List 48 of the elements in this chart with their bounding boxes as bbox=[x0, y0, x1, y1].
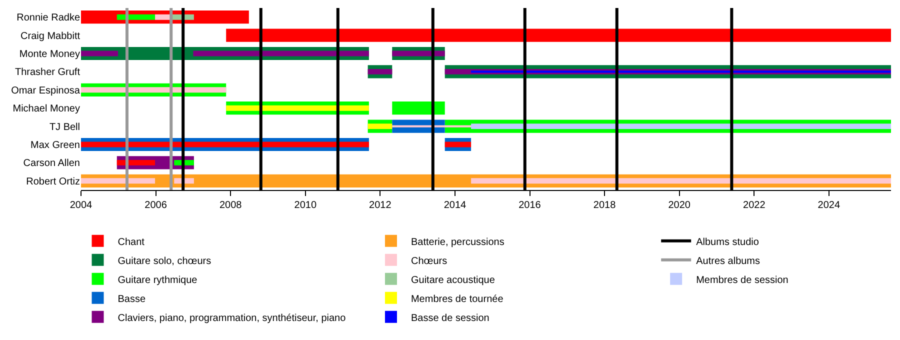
legend-label: Basse de session bbox=[410, 312, 490, 324]
legend-label: Membres de session bbox=[696, 274, 788, 286]
x-tick-label: 2006 bbox=[144, 200, 168, 211]
bar bbox=[368, 124, 392, 130]
x-tick-label: 2016 bbox=[518, 200, 542, 211]
bar bbox=[116, 160, 156, 166]
y-tick-label: Thrasher Gruft bbox=[14, 67, 80, 78]
x-tick-label: 2004 bbox=[70, 200, 93, 211]
legend-label: Guitare acoustique bbox=[410, 274, 496, 286]
bar bbox=[471, 124, 891, 130]
y-tick-label: Craig Mabbitt bbox=[20, 30, 80, 42]
bar bbox=[444, 142, 472, 148]
legend-label: Basse bbox=[118, 294, 146, 305]
x-tick-label: 2022 bbox=[743, 200, 766, 211]
legend-label: Guitare rythmique bbox=[118, 274, 198, 286]
x-tick-label: 2020 bbox=[668, 200, 691, 211]
legend-label: Autres albums bbox=[696, 256, 760, 267]
y-tick-label: Carson Allen bbox=[23, 158, 80, 170]
y-tick-label: Max Green bbox=[30, 140, 80, 151]
y-tick-label: TJ Bell bbox=[49, 122, 80, 133]
x-tick-label: 2024 bbox=[818, 200, 840, 211]
x-tick-label: 2018 bbox=[593, 200, 616, 211]
legend-label: Claviers, piano, programmation, synthétiseur, piano bbox=[118, 312, 346, 324]
bar bbox=[471, 70, 891, 73]
bar bbox=[392, 102, 445, 115]
x-tick-label: 2010 bbox=[294, 200, 317, 211]
y-tick-label: Monte Money bbox=[19, 49, 80, 60]
x-tick-label: 2012 bbox=[369, 200, 392, 211]
y-tick-label: Ronnie Radke bbox=[16, 12, 80, 24]
bar bbox=[81, 87, 226, 93]
legend-label: Guitare solo, chœurs bbox=[118, 256, 212, 267]
bar bbox=[368, 68, 392, 74]
bar bbox=[226, 28, 891, 42]
legend-label: Albums studio bbox=[696, 236, 760, 248]
x-tick-label: 2008 bbox=[219, 200, 242, 211]
y-tick-label: Robert Ortiz bbox=[26, 176, 80, 188]
bar bbox=[226, 105, 369, 111]
legend-label: Chant bbox=[118, 236, 145, 248]
legend-label: Chœurs bbox=[410, 256, 448, 267]
bar bbox=[81, 50, 118, 56]
bar bbox=[471, 178, 891, 184]
legend-label: Batterie, percussions bbox=[410, 236, 504, 248]
y-tick-label: Omar Espinosa bbox=[11, 85, 80, 96]
bar bbox=[116, 14, 156, 20]
y-tick-label: Michael Money bbox=[12, 104, 80, 115]
x-tick-label: 2014 bbox=[444, 200, 467, 211]
bar bbox=[81, 178, 156, 184]
legend-label: Membres de tournée bbox=[410, 294, 504, 305]
